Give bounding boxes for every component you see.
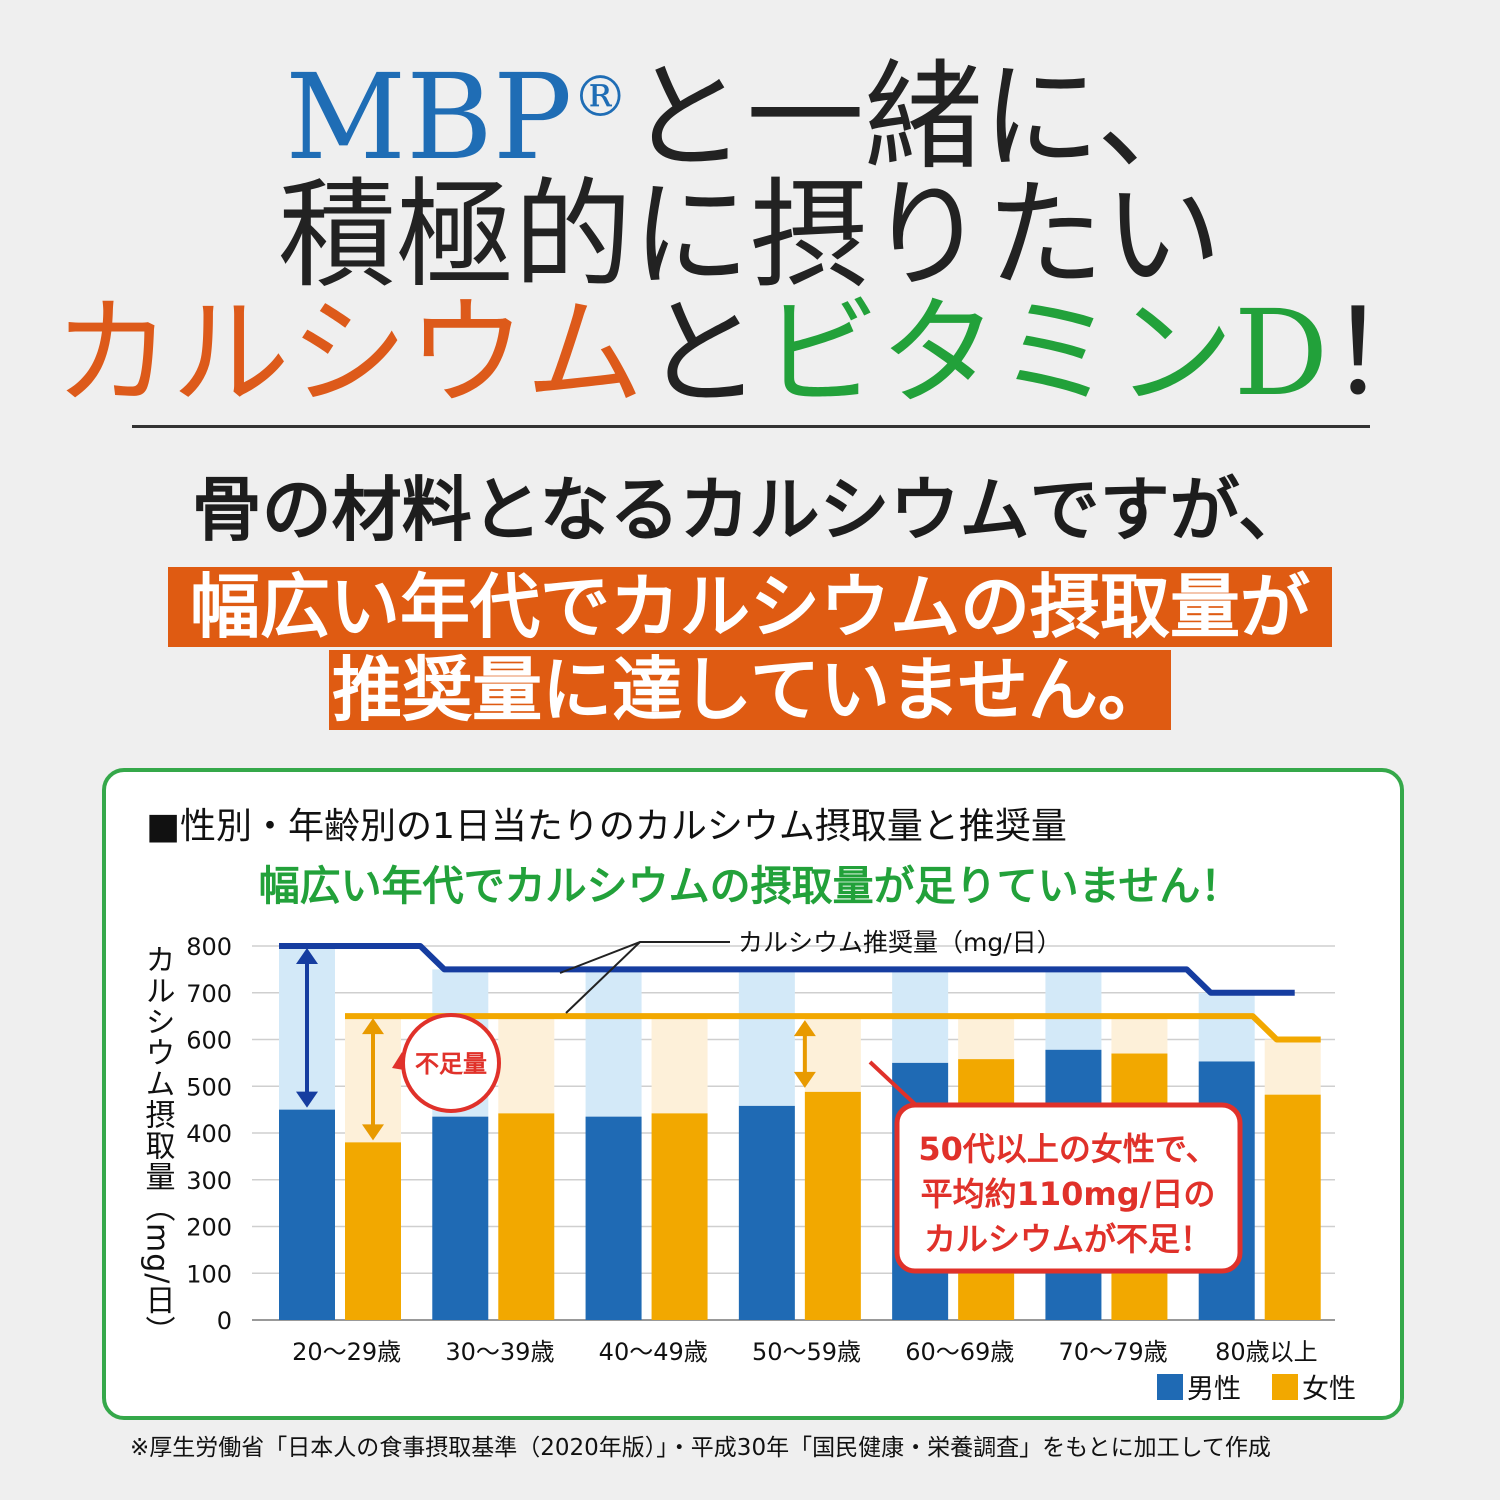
- bar-male-shortfall: [1045, 969, 1102, 1050]
- recommended-line-female: [345, 1013, 1321, 1043]
- chart-text: ■性別・年齢別の1日当たりのカルシウム摂取量と推奨量幅広い年代でカルシウムの摂取…: [140, 806, 1242, 1346]
- x-tick-label: 60〜69歳: [905, 1338, 1014, 1366]
- chart-subtitle: 幅広い年代でカルシウムの摂取量が足りていません！: [259, 862, 1242, 910]
- brand-mbp: MBP: [285, 48, 573, 186]
- callout-box: [894, 1102, 1243, 1274]
- bar-female-shortfall: [651, 1016, 708, 1114]
- lead-text: 骨の材料となるカルシウムですが、: [191, 469, 1309, 551]
- x-tick-label: 30〜39歳: [445, 1338, 554, 1366]
- y-tick-label: 400: [186, 1120, 232, 1148]
- callout-line: 平均約110mg/日の: [921, 1175, 1216, 1213]
- headline-line-3: カルシウムとビタミンD！: [0, 294, 1500, 412]
- x-tick-labels: 20〜29歳 30〜39歳 40〜49歳 50〜59歳 60〜69歳 70〜79歳 80歳以…: [292, 1338, 1318, 1366]
- bar-female-shortfall: [1111, 1016, 1168, 1054]
- header-divider: [132, 425, 1370, 428]
- bar-female: [1264, 1094, 1321, 1320]
- legend-swatch-male: [1157, 1374, 1183, 1400]
- annotations: カルシウム推奨量（mg/日） 不足量 50代以上の女性で、平均約110mg/日のカル…: [296, 928, 1243, 1274]
- shortfall-arrow-male-20s: [296, 948, 318, 1108]
- callout-pointer: [868, 1060, 920, 1109]
- y-tick-label: 700: [186, 980, 232, 1008]
- bar-male-shortfall: [585, 969, 642, 1117]
- shortfall-arrow-female-20s: [362, 1018, 384, 1141]
- callout-line: カルシウムが不足！: [924, 1220, 1212, 1258]
- shortfall-arrow-female-20s-head-top: [362, 1018, 384, 1035]
- headline-line-1-rest: と一緒に、: [628, 48, 1215, 186]
- bar-male-shortfall: [738, 969, 795, 1106]
- headline-line-2: 積極的に摂りたい: [277, 166, 1222, 304]
- y-tick-label: 300: [186, 1167, 232, 1195]
- bar-female-shortfall: [804, 1016, 861, 1092]
- headline-line-1: MBP®と一緒に、: [0, 58, 1500, 176]
- x-tick-label: 40〜49歳: [599, 1338, 708, 1366]
- shortfall-arrow-female-50s-head-bottom: [793, 1071, 816, 1088]
- shortfall-arrow-female-20s-head-bottom: [362, 1124, 384, 1141]
- registered-mark: ®: [572, 65, 629, 130]
- legend-label-male: 男性: [1187, 1374, 1241, 1405]
- shortfall-arrow-female-50s-head-top: [793, 1020, 816, 1037]
- y-tick-label: 500: [186, 1073, 232, 1101]
- bar-female-shortfall: [498, 1016, 555, 1114]
- legend: 男性 女性: [1157, 1374, 1356, 1405]
- x-tick-label: 70〜79歳: [1059, 1338, 1168, 1366]
- bar-female: [498, 1113, 555, 1320]
- y-tick-label: 100: [186, 1260, 232, 1288]
- bar-male-shortfall: [1198, 992, 1255, 1062]
- source-footnote: ※厚生労働省「日本人の食事摂取基準（2020年版）」・平成30年「国民健康・栄養…: [130, 1435, 1271, 1461]
- leader-line-female: [565, 941, 641, 1014]
- legend-swatch-female: [1272, 1374, 1298, 1400]
- highlight-band-2: 推奨量に達していません。: [329, 650, 1171, 730]
- bar-female: [804, 1091, 861, 1320]
- bar-female-shortfall: [1264, 1039, 1321, 1095]
- shortfall-bubble-tail: [392, 1052, 404, 1070]
- recommended-lines: [279, 943, 1321, 1043]
- headline-and: と: [643, 284, 762, 422]
- headline-vitamin-d: ビタミンD: [761, 284, 1329, 422]
- x-tick-label: 50〜59歳: [752, 1338, 861, 1366]
- callout-line: 50代以上の女性で、: [918, 1130, 1217, 1168]
- bar-female: [651, 1113, 708, 1320]
- bar-male: [738, 1105, 795, 1320]
- x-tick-label: 20〜29歳: [292, 1338, 401, 1366]
- legend-label-female: 女性: [1302, 1374, 1356, 1405]
- y-tick-label: 600: [186, 1027, 232, 1055]
- y-tick-label: 800: [186, 933, 232, 961]
- bar-male: [279, 1109, 335, 1320]
- recommended-line-label: カルシウム推奨量（mg/日）: [738, 928, 1062, 957]
- bar-male: [432, 1116, 489, 1320]
- bar-male: [585, 1116, 642, 1320]
- shortfall-arrow-male-20s-head-top: [296, 948, 318, 964]
- bar-female-shortfall: [958, 1016, 1015, 1060]
- shortfall-arrow-male-20s-head-bottom: [296, 1091, 318, 1108]
- y-axis-label: カルシウム摂取量（mg/日）: [140, 944, 176, 1346]
- headline-exclamation: ！: [1328, 284, 1447, 422]
- recommended-line-male: [279, 943, 1295, 996]
- y-tick-label: 200: [186, 1214, 232, 1242]
- y-tick-labels: 0 100 200 300 400 500 600 700 800: [186, 933, 232, 1335]
- y-tick-label: 0: [217, 1307, 232, 1335]
- highlight-band-1: 幅広い年代でカルシウムの摂取量が: [168, 567, 1332, 647]
- headline-calcium: カルシウム: [53, 284, 644, 422]
- x-tick-label: 80歳以上: [1215, 1338, 1318, 1366]
- bar-female: [345, 1142, 401, 1320]
- shortfall-label: 不足量: [415, 1050, 487, 1078]
- chart-title: ■性別・年齢別の1日当たりのカルシウム摂取量と推奨量: [146, 806, 1067, 847]
- shortfall-arrow-female-50s: [793, 1020, 816, 1088]
